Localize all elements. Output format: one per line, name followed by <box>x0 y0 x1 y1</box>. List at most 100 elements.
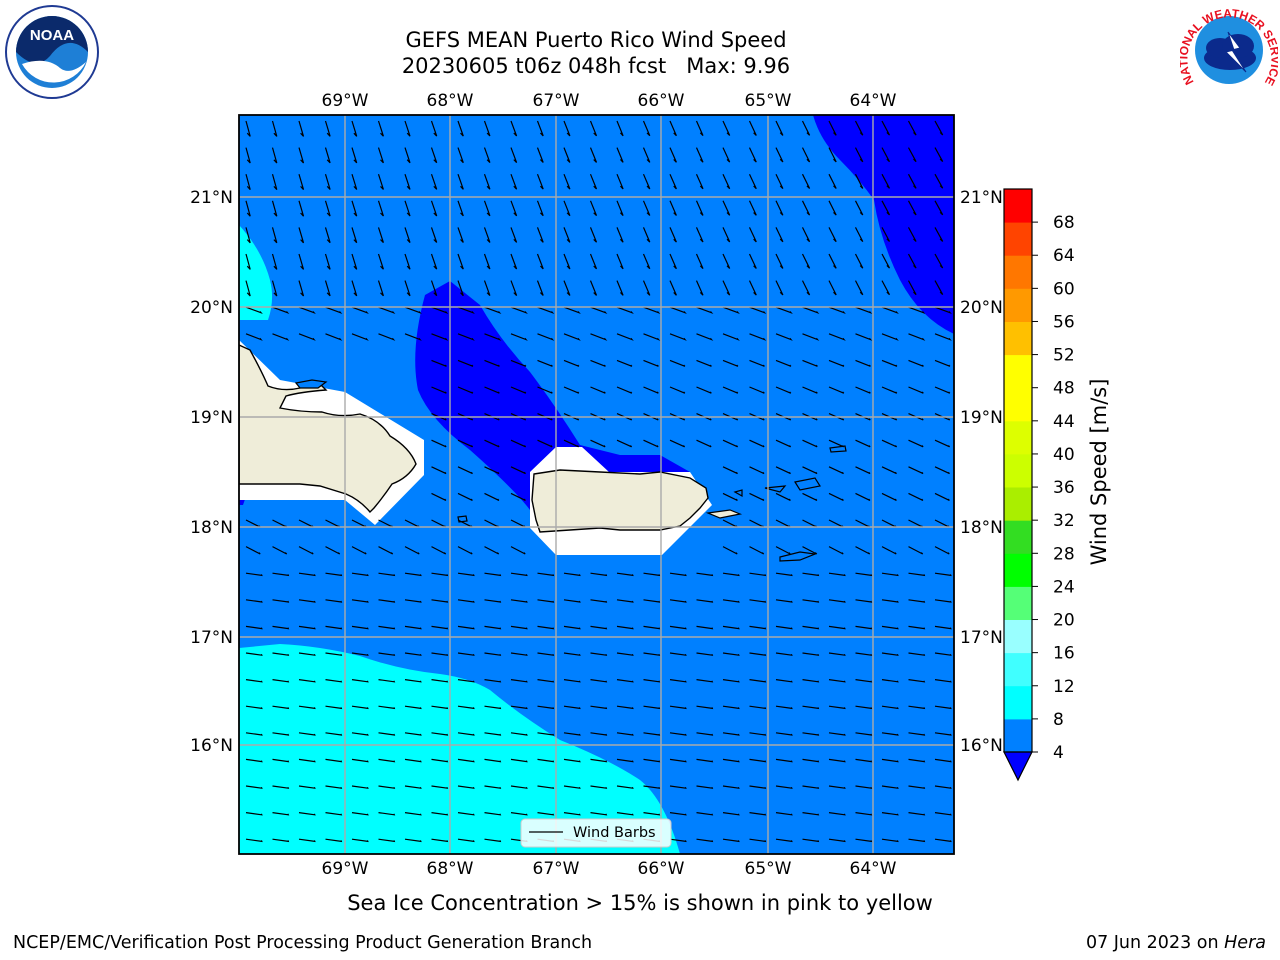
wind-barb <box>802 386 818 394</box>
wind-barb <box>563 200 571 217</box>
wind-barb <box>484 732 502 736</box>
wind-barb <box>431 785 449 789</box>
wind-barb <box>430 280 438 297</box>
wind-barb <box>749 333 767 341</box>
wind-barb <box>484 812 502 816</box>
wind-barb <box>271 280 278 297</box>
wind-barb <box>749 812 767 816</box>
wind-barb <box>881 625 899 630</box>
wind-barb <box>325 652 343 656</box>
wind-barb <box>881 306 899 315</box>
wind-barb <box>351 333 369 341</box>
wind-barb <box>907 253 917 269</box>
wind-barb <box>431 812 449 816</box>
wind-barb <box>377 280 384 297</box>
wind-barb <box>722 679 740 683</box>
wind-barb <box>590 413 606 421</box>
wind-barb <box>802 439 818 448</box>
wind-barb <box>431 758 449 763</box>
wind-barb <box>325 758 343 763</box>
wind-barb <box>563 120 571 137</box>
wind-barb <box>855 758 873 763</box>
wind-barb <box>351 732 369 736</box>
wind-barb <box>590 625 608 630</box>
wind-barb <box>351 758 369 763</box>
wind-barb <box>510 625 528 630</box>
wind-barb <box>484 652 502 656</box>
wind-barb <box>907 227 917 242</box>
wind-barb <box>881 120 891 136</box>
wind-barb <box>431 386 447 394</box>
wind-barb <box>484 439 500 448</box>
wind-barb <box>378 812 396 816</box>
wind-barb <box>377 253 384 270</box>
wind-barb <box>404 732 422 736</box>
wind-barb <box>854 280 864 296</box>
wind-barb <box>616 333 634 341</box>
wind-barb <box>245 306 263 315</box>
wind-barb <box>616 679 634 683</box>
colorbar-tick-label: 4 <box>1053 743 1064 763</box>
wind-barb <box>695 280 704 296</box>
wind-barb <box>775 227 784 243</box>
wind-barb <box>563 333 581 341</box>
wind-barb <box>325 732 343 736</box>
wind-barb <box>908 413 924 421</box>
wind-barb <box>590 785 608 789</box>
wind-barb <box>642 280 651 296</box>
wind-barb <box>510 306 528 315</box>
wind-barb <box>272 546 288 555</box>
wind-barb <box>351 625 369 630</box>
wind-barb <box>351 253 358 270</box>
wind-barb <box>537 572 555 577</box>
wind-barb <box>430 120 438 137</box>
wind-barb <box>854 147 864 163</box>
lon-label-top: 67°W <box>533 91 580 111</box>
wind-barb <box>616 147 624 163</box>
wind-barb <box>749 758 767 763</box>
wind-barb <box>589 227 598 243</box>
wind-barb <box>934 200 944 216</box>
lat-label-right: 18°N <box>960 518 1003 538</box>
wind-barb <box>245 652 263 656</box>
wind-barb <box>537 732 555 736</box>
wind-barb <box>908 625 926 630</box>
wind-barb <box>881 546 897 555</box>
wind-barb <box>510 705 528 710</box>
wind-barb <box>510 280 518 297</box>
wind-barb <box>272 625 290 630</box>
wind-barb <box>695 200 704 216</box>
wind-barb <box>378 652 396 656</box>
wind-barb <box>377 174 384 190</box>
wind-barb <box>245 812 263 816</box>
wind-barb <box>855 732 873 736</box>
footer-machine: Hera <box>1224 933 1266 953</box>
wind-barb <box>669 359 686 367</box>
wind-barb <box>881 705 899 710</box>
vieques-land <box>705 509 743 519</box>
wind-barb <box>325 785 343 789</box>
colorbar-tick-label: 40 <box>1053 445 1075 465</box>
wind-barb <box>669 413 686 421</box>
wind-barb <box>271 147 278 164</box>
wind-barb <box>775 546 791 555</box>
wind-barb <box>802 758 820 763</box>
wind-barb <box>272 838 290 843</box>
wind-barb <box>801 200 811 216</box>
chart-subtitle: 20230605 t06z 048h fcst Max: 9.96 <box>401 54 791 78</box>
wind-barb <box>590 359 606 367</box>
lon-label-bottom: 69°W <box>322 859 369 879</box>
wind-barb <box>934 679 952 683</box>
wind-barb <box>855 546 871 555</box>
wind-barb <box>298 572 316 577</box>
wind-barb <box>245 572 263 577</box>
wind-barb <box>537 386 553 394</box>
wind-barb <box>351 838 369 843</box>
wind-barb <box>484 466 500 475</box>
wind-barb <box>431 705 449 710</box>
wind-barb <box>457 492 473 501</box>
colorbar-segment <box>1004 586 1032 620</box>
wind-barb <box>855 359 871 367</box>
wind-barb <box>431 492 447 501</box>
wind-barb <box>748 173 757 190</box>
